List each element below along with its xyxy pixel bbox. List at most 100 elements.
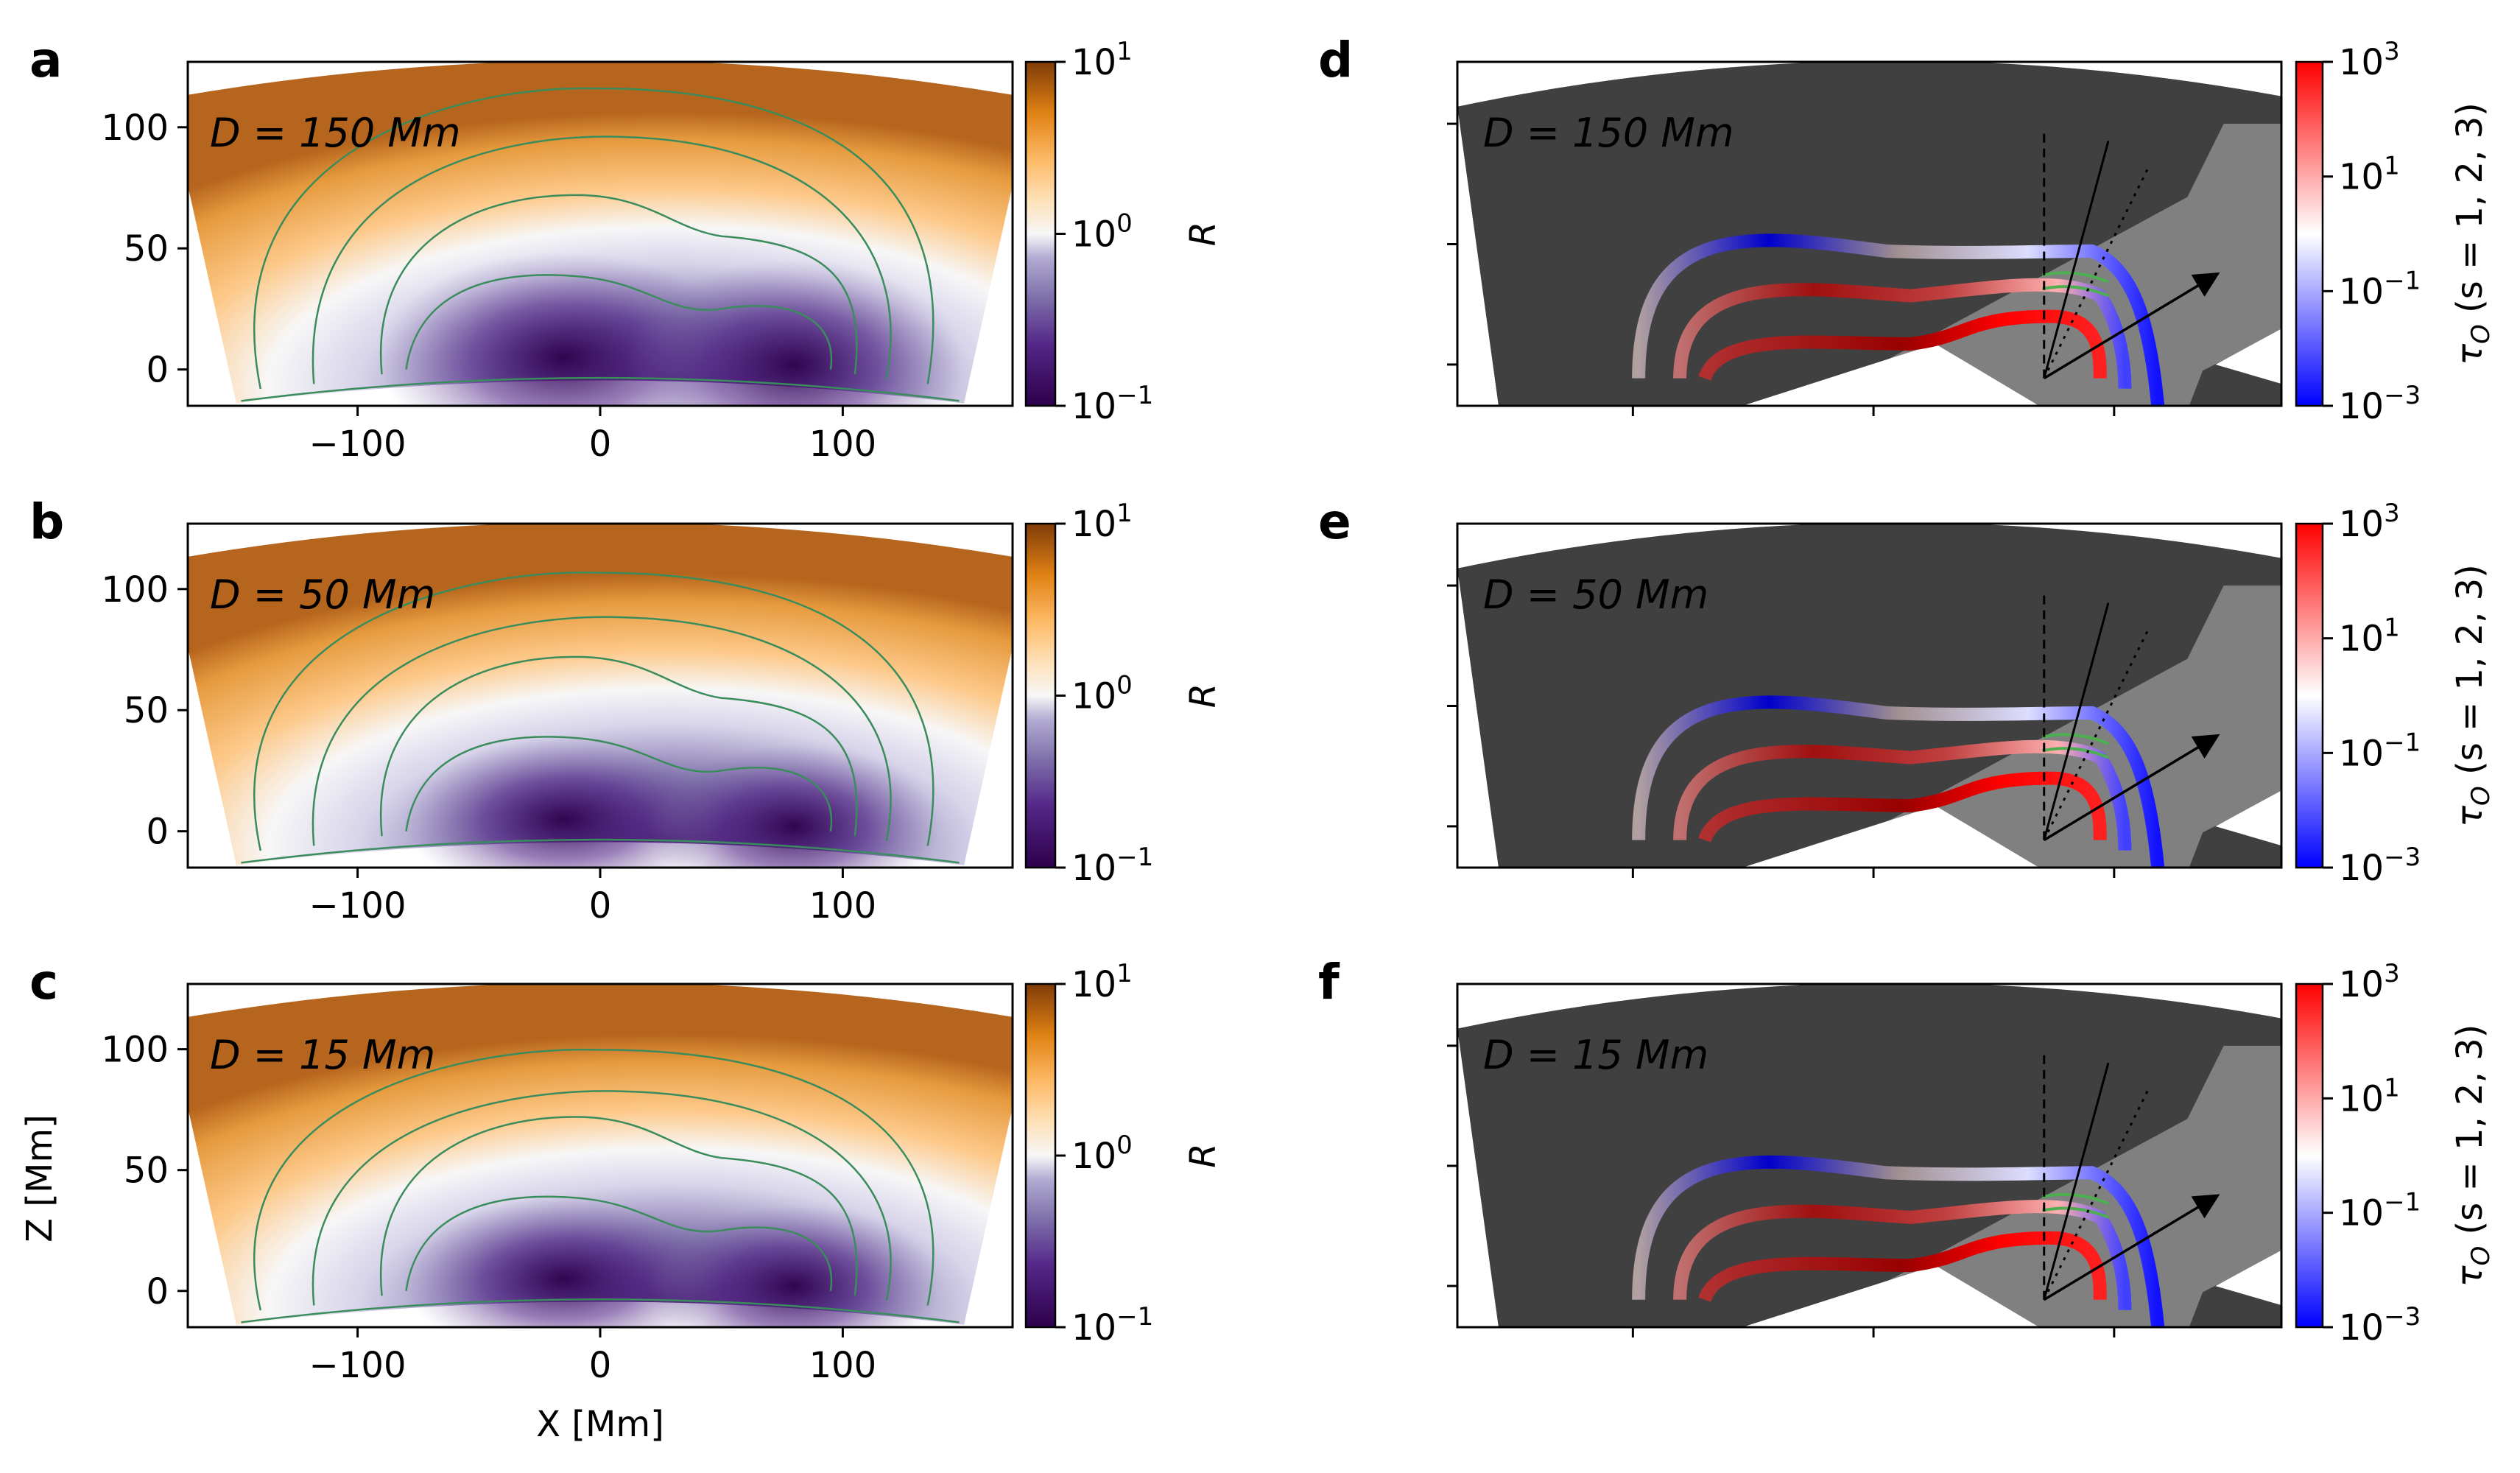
colorbar-tick-label: 103: [2339, 959, 2400, 1005]
panel-e: e D = 50 Mm 103 101 10−1 10−3 τO (s = 1, 2, 3): [1318, 493, 2496, 889]
panel-annotation: D = 150 Mm: [210, 110, 461, 156]
colorbar-tick-label: 10−1: [1071, 843, 1153, 889]
xtick-label: 100: [809, 885, 877, 927]
colorbar-tick-label: 103: [2339, 499, 2400, 545]
contour-line: [241, 1298, 960, 1323]
loop-highlight: [2042, 1192, 2109, 1206]
panel-letter: d: [1318, 32, 1353, 88]
contour-line: [405, 274, 833, 370]
ytick-label: 100: [101, 569, 169, 611]
lit-region: [1742, 805, 2040, 868]
loop-outer: [1632, 1155, 2165, 1327]
shaded-band: [2083, 586, 2281, 868]
colorbar-tick-label: 100: [1071, 1131, 1133, 1177]
ytick-label: 50: [124, 1150, 169, 1192]
contour-line: [253, 572, 935, 851]
loop-highlight: [2042, 1206, 2109, 1219]
colorbar: [1024, 60, 1057, 407]
ytick-label: 100: [101, 108, 169, 149]
colorbar: [1024, 522, 1057, 869]
r-core: [647, 1204, 941, 1327]
xtick-label: 0: [589, 885, 612, 927]
panel-a: a D = 150 Mm 0 50 100 −100 0 100 101 100 10−1 R: [29, 32, 1224, 465]
r-core: [403, 1197, 725, 1327]
contour-line: [241, 838, 960, 864]
tau-area: [1457, 984, 2281, 1327]
colorbar-label: R: [1183, 222, 1224, 246]
loop-middle: [1673, 1200, 2132, 1310]
colorbar-label: τO (s = 1, 2, 3): [2449, 1024, 2496, 1287]
panel-b: b D = 50 Mm 0 50 100 −100 0 100 101 100 10−1 R: [29, 493, 1224, 927]
heatmap-area: [188, 524, 1013, 868]
tau-area: [1457, 62, 2281, 406]
colorbar-tick-label: 103: [2339, 37, 2400, 83]
ytick-label: 0: [146, 812, 169, 853]
shaded-band: [2083, 1045, 2281, 1327]
colorbar: [1024, 982, 1057, 1329]
colorbar: [2295, 60, 2324, 407]
panel-d: d D = 150 Mm 103 101 10−1 10−3 τO (s = 1, 2, 3…: [1318, 32, 2496, 427]
colorbar-tick-label: 10−1: [2339, 1188, 2421, 1234]
ytick-label: 100: [101, 1030, 169, 1071]
lit-region: [1742, 1265, 2040, 1327]
axes-frame: [1456, 982, 2283, 1329]
panel-annotation: D = 15 Mm: [210, 1032, 435, 1078]
xtick-label: −100: [309, 885, 406, 927]
panel-letter: c: [29, 954, 58, 1010]
direction-arrow: [2043, 734, 2220, 842]
colorbar-tick-label: 101: [2339, 152, 2400, 198]
los-solid: [2043, 602, 2110, 841]
colorbar-tick-label: 10−1: [2339, 266, 2421, 312]
colorbar-label: τO (s = 1, 2, 3): [2449, 564, 2496, 827]
colorbar-tick-label: 10−3: [2339, 1302, 2421, 1349]
axes-frame: [1456, 522, 2283, 869]
xtick-label: 100: [809, 1345, 877, 1386]
contour-line: [312, 1090, 892, 1306]
loop-middle: [1673, 739, 2132, 851]
panel-letter: a: [29, 32, 63, 88]
r-core: [624, 259, 965, 406]
colorbar-tick-label: 101: [1071, 499, 1133, 545]
loop-outer: [1632, 695, 2165, 868]
panel-letter: f: [1318, 954, 1340, 1010]
panel-letter: b: [29, 493, 64, 550]
los-solid: [2043, 1062, 2110, 1301]
xtick-label: 0: [589, 1345, 612, 1386]
shaded-band: [2083, 124, 2281, 406]
contour-line: [312, 616, 892, 846]
lit-region: [1742, 343, 2040, 406]
colorbar-tick-label: 10−1: [1071, 1302, 1153, 1349]
panel-c: c D = 15 Mm 0 50 100 −100 0 100 101 100 10−1 R: [29, 954, 1224, 1386]
contour-line: [253, 1048, 935, 1311]
loop-highlight: [2042, 733, 2109, 745]
contour-line: [379, 655, 858, 837]
direction-arrow: [2043, 1194, 2220, 1301]
colorbar-label: τO (s = 1, 2, 3): [2449, 102, 2496, 365]
x-axis-label: X [Mm]: [536, 1404, 664, 1445]
lit-region: [2215, 328, 2281, 384]
ytick-label: 50: [124, 228, 169, 270]
xtick-label: −100: [309, 423, 406, 465]
heatmap-area: [188, 62, 1013, 406]
heatmap-area: [188, 984, 1013, 1327]
colorbar-tick-label: 10−1: [1071, 381, 1153, 427]
loop-inner: [1698, 309, 2107, 382]
loop-outer: [1632, 233, 2165, 406]
colorbar-tick-label: 101: [2339, 614, 2400, 660]
direction-arrow: [2043, 272, 2220, 380]
lit-region: [2215, 790, 2281, 846]
colorbar: [2295, 982, 2324, 1329]
loop-inner: [1698, 1231, 2107, 1303]
loop-middle: [1673, 278, 2132, 389]
tau-area: [1457, 524, 2281, 868]
colorbar-tick-label: 101: [1071, 37, 1133, 83]
axes-frame: [1456, 60, 2283, 407]
lit-region: [2215, 1250, 2281, 1306]
colorbar: [2295, 522, 2324, 869]
contour-line: [405, 1195, 833, 1291]
colorbar-tick-label: 100: [1071, 209, 1133, 256]
loop-highlight: [2042, 747, 2109, 759]
colorbar-label: R: [1183, 1143, 1224, 1167]
loop-highlight: [2042, 285, 2109, 298]
